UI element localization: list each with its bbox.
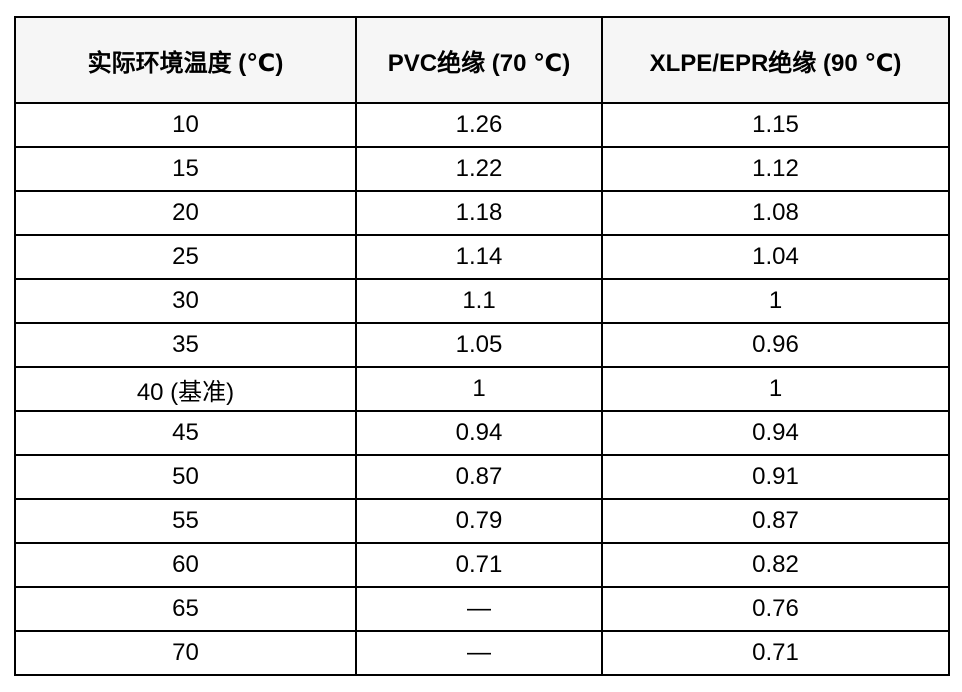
xlpe-factor-cell: 1 [601,366,950,412]
pvc-factor-cell: 1.26 [355,102,603,148]
xlpe-factor-cell: 0.96 [601,322,950,368]
pvc-factor-cell: 0.87 [355,454,603,500]
temperature-cell: 15 [14,146,357,192]
pvc-factor-cell: 1.14 [355,234,603,280]
xlpe-factor-cell: 0.87 [601,498,950,544]
xlpe-factor-cell: 1.12 [601,146,950,192]
pvc-factor-cell: 1.22 [355,146,603,192]
temperature-cell: 70 [14,630,357,676]
pvc-factor-cell: 0.79 [355,498,603,544]
xlpe-factor-cell: 1.04 [601,234,950,280]
pvc-factor-cell: 1 [355,366,603,412]
table-row: 60 0.71 0.82 [14,542,950,588]
temperature-cell: 10 [14,102,357,148]
pvc-factor-cell: 0.94 [355,410,603,456]
table-row: 40 (基准) 1 1 [14,366,950,412]
xlpe-factor-cell: 1.08 [601,190,950,236]
temperature-cell: 20 [14,190,357,236]
xlpe-factor-cell: 1 [601,278,950,324]
table-row: 20 1.18 1.08 [14,190,950,236]
xlpe-factor-cell: 1.15 [601,102,950,148]
pvc-factor-cell: — [355,586,603,632]
table-row: 15 1.22 1.12 [14,146,950,192]
table-row: 55 0.79 0.87 [14,498,950,544]
table-row: 45 0.94 0.94 [14,410,950,456]
pvc-factor-cell: — [355,630,603,676]
pvc-insulation-header: PVC绝缘 (70 ℃) [355,16,603,104]
pvc-factor-cell: 1.18 [355,190,603,236]
xlpe-factor-cell: 0.82 [601,542,950,588]
pvc-factor-cell: 1.05 [355,322,603,368]
temperature-correction-table: 实际环境温度 (℃) PVC绝缘 (70 ℃) XLPE/EPR绝缘 (90 ℃… [14,16,950,676]
ambient-temperature-header: 实际环境温度 (℃) [14,16,357,104]
xlpe-factor-cell: 0.71 [601,630,950,676]
temperature-cell: 35 [14,322,357,368]
xlpe-factor-cell: 0.91 [601,454,950,500]
pvc-factor-cell: 0.71 [355,542,603,588]
table-row: 25 1.14 1.04 [14,234,950,280]
table-row: 35 1.05 0.96 [14,322,950,368]
table-row: 65—0.76 [14,586,950,632]
pvc-factor-cell: 1.1 [355,278,603,324]
table-row: 30 1.1 1 [14,278,950,324]
table-body: 10 1.26 1.15 15 1.22 1.12 20 1.18 1.08 25 1.14 1.04… [14,102,950,676]
temperature-cell: 60 [14,542,357,588]
temperature-cell: 45 [14,410,357,456]
table-row: 50 0.87 0.91 [14,454,950,500]
temperature-cell: 50 [14,454,357,500]
xlpe-factor-cell: 0.76 [601,586,950,632]
temperature-cell: 65 [14,586,357,632]
temperature-cell: 30 [14,278,357,324]
table-row: 70—0.71 [14,630,950,676]
xlpe-epr-insulation-header: XLPE/EPR绝缘 (90 ℃) [601,16,950,104]
temperature-cell: 25 [14,234,357,280]
table-row: 10 1.26 1.15 [14,102,950,148]
temperature-cell: 40 (基准) [14,366,357,412]
table-header-row: 实际环境温度 (℃) PVC绝缘 (70 ℃) XLPE/EPR绝缘 (90 ℃… [14,16,950,104]
xlpe-factor-cell: 0.94 [601,410,950,456]
temperature-cell: 55 [14,498,357,544]
